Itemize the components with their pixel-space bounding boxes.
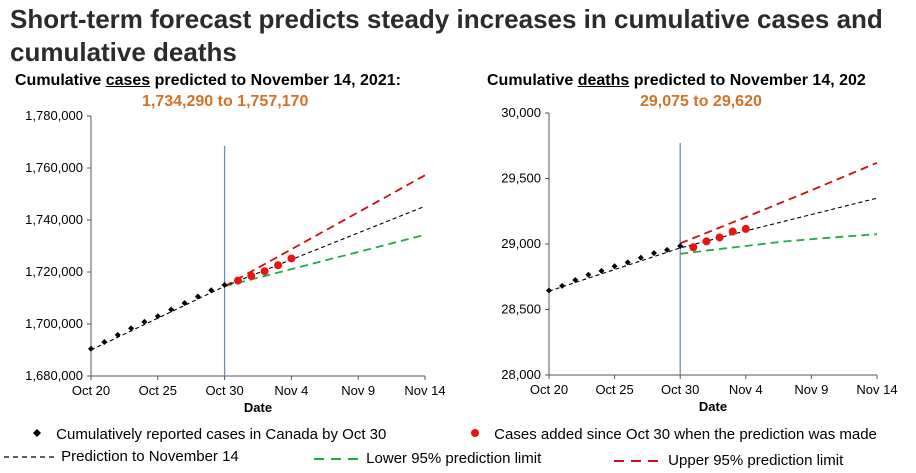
cases-observed-point bbox=[194, 293, 201, 300]
deaths-observed-point bbox=[598, 267, 605, 274]
cases-title-post: predicted to November 14, 2021: bbox=[150, 72, 401, 89]
legend-observed-label: Cumulatively reported cases in Canada by… bbox=[56, 426, 387, 443]
deaths-upper-limit-line bbox=[679, 161, 878, 245]
deaths-observed-point bbox=[585, 271, 592, 278]
green-dashed-line-icon bbox=[314, 451, 358, 468]
cases-observed-point bbox=[88, 345, 94, 352]
deaths-x-tick-label: Oct 20 bbox=[530, 382, 568, 397]
cases-observed-point bbox=[221, 282, 228, 288]
deaths-x-tick-label: Oct 30 bbox=[661, 382, 699, 397]
deaths-added-point bbox=[689, 243, 698, 252]
cases-range-text: 1,734,290 to 1,757,170 bbox=[142, 93, 309, 110]
deaths-added-point bbox=[728, 227, 737, 236]
cases-added-point bbox=[260, 267, 269, 276]
deaths-observed-point bbox=[637, 254, 644, 261]
deaths-y-tick-label: 28,500 bbox=[501, 302, 541, 317]
cases-x-tick-label: Oct 25 bbox=[139, 383, 177, 398]
deaths-chart: 28,000 28,500 29,000 29,500 30,000 Oct 20 Oct … bbox=[501, 105, 897, 414]
legend-added-label: Cases added since Oct 30 when the predic… bbox=[494, 426, 877, 443]
cases-lower-limit-line bbox=[224, 233, 426, 288]
cases-upper-limit-line bbox=[224, 174, 426, 288]
deaths-observed-point bbox=[572, 277, 579, 284]
legend-prediction: Prediction to November 14 bbox=[4, 448, 239, 466]
legend-lower: Lower 95% prediction limit bbox=[314, 450, 541, 468]
deaths-observed-point bbox=[650, 250, 657, 257]
cases-y-tick-label: 1,700,000 bbox=[25, 316, 83, 331]
deaths-observed-point bbox=[664, 246, 671, 253]
deaths-added-point bbox=[741, 224, 750, 233]
deaths-title-underlined: deaths bbox=[577, 72, 630, 89]
deaths-added-point bbox=[702, 237, 711, 246]
deaths-observed-point bbox=[677, 242, 684, 249]
cases-observed-point bbox=[141, 318, 148, 325]
cases-title-pre: Cumulative bbox=[15, 72, 106, 89]
cases-added-point bbox=[274, 261, 283, 270]
cases-y-tick-label: 1,680,000 bbox=[25, 368, 83, 383]
cases-x-axis-title: Date bbox=[244, 400, 272, 415]
deaths-x-tick-label: Nov 9 bbox=[794, 382, 828, 397]
deaths-x-tick-label: Nov 4 bbox=[729, 382, 763, 397]
red-dashed-line-icon bbox=[614, 453, 658, 470]
cases-chart: 1,680,000 1,700,000 1,720,000 1,740,000 1,76… bbox=[25, 108, 445, 415]
deaths-range-text: 29,075 to 29,620 bbox=[640, 93, 762, 110]
diamond-marker-icon bbox=[30, 426, 44, 444]
legend-upper-label: Upper 95% prediction limit bbox=[668, 452, 844, 469]
legend-prediction-label: Prediction to November 14 bbox=[61, 448, 239, 465]
deaths-prediction-line bbox=[548, 197, 878, 292]
deaths-observed-point bbox=[624, 259, 631, 266]
deaths-observed-point bbox=[546, 287, 552, 294]
cases-added-point bbox=[247, 271, 256, 280]
cases-chart-title: Cumulative cases predicted to November 1… bbox=[15, 72, 401, 90]
cases-y-tick-label: 1,780,000 bbox=[25, 108, 83, 123]
cases-observed-point bbox=[181, 299, 188, 306]
deaths-title-pre: Cumulative bbox=[487, 72, 578, 89]
cases-observed-point bbox=[154, 313, 161, 320]
deaths-chart-title: Cumulative deaths predicted to November … bbox=[487, 72, 866, 90]
legend-observed: Cumulatively reported cases in Canada by… bbox=[30, 426, 386, 444]
cases-x-tick-label: Nov 4 bbox=[274, 383, 308, 398]
deaths-x-tick-label: Oct 25 bbox=[595, 382, 633, 397]
page-title-line2: cumulative deaths bbox=[10, 37, 237, 67]
deaths-added-point bbox=[715, 233, 724, 242]
cases-y-tick-label: 1,740,000 bbox=[25, 212, 83, 227]
cases-added-point bbox=[233, 276, 242, 285]
red-dot-marker-icon bbox=[468, 426, 482, 444]
cases-x-tick-label: Oct 30 bbox=[205, 383, 243, 398]
deaths-y-tick-label: 29,000 bbox=[501, 236, 541, 251]
deaths-y-tick-label: 28,000 bbox=[501, 367, 541, 382]
legend-upper: Upper 95% prediction limit bbox=[614, 452, 843, 470]
deaths-observed-point bbox=[559, 282, 566, 289]
cases-prediction-line bbox=[90, 205, 426, 351]
cases-y-tick-label: 1,720,000 bbox=[25, 264, 83, 279]
black-dashed-line-icon bbox=[4, 449, 54, 466]
deaths-y-tick-label: 30,000 bbox=[501, 105, 541, 120]
deaths-x-axis-title: Date bbox=[699, 399, 727, 414]
cases-observed-point bbox=[168, 306, 175, 313]
cases-y-tick-label: 1,760,000 bbox=[25, 160, 83, 175]
page-title: Short-term forecast predicts steady incr… bbox=[10, 3, 910, 69]
cases-observed-point bbox=[128, 325, 135, 332]
cases-observed-point bbox=[114, 331, 121, 338]
legend-lower-label: Lower 95% prediction limit bbox=[366, 450, 542, 467]
legend-added: Cases added since Oct 30 when the predic… bbox=[468, 426, 877, 444]
deaths-observed-point bbox=[611, 263, 618, 270]
page-title-line1: Short-term forecast predicts steady incr… bbox=[10, 4, 883, 34]
deaths-lower-limit-line bbox=[680, 233, 878, 255]
cases-x-tick-label: Nov 9 bbox=[341, 383, 375, 398]
deaths-title-post: predicted to November 14, 202 bbox=[629, 72, 866, 89]
cases-x-tick-label: Oct 20 bbox=[72, 383, 110, 398]
cases-x-tick-label: Nov 14 bbox=[404, 383, 445, 398]
cases-title-underlined: cases bbox=[105, 72, 151, 89]
cases-observed-point bbox=[101, 338, 108, 345]
cases-added-point bbox=[287, 254, 296, 263]
cases-observed-point bbox=[208, 287, 215, 294]
deaths-x-tick-label: Nov 14 bbox=[856, 382, 897, 397]
deaths-y-tick-label: 29,500 bbox=[501, 171, 541, 186]
